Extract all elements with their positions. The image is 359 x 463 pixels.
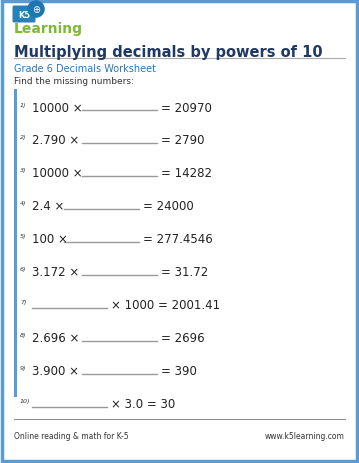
Text: 2.790 ×: 2.790 × [32, 134, 79, 147]
Text: Find the missing numbers:: Find the missing numbers: [14, 77, 134, 86]
Text: 5): 5) [20, 234, 27, 239]
Circle shape [28, 2, 44, 18]
Text: 10000 ×: 10000 × [32, 167, 83, 180]
Text: 7): 7) [20, 300, 27, 305]
Text: 10000 ×: 10000 × [32, 101, 83, 114]
Text: × 1000 = 2001.41: × 1000 = 2001.41 [111, 299, 220, 312]
Text: × 3.0 = 30: × 3.0 = 30 [111, 398, 175, 411]
Text: = 14282: = 14282 [161, 167, 212, 180]
Text: 3.900 ×: 3.900 × [32, 365, 79, 378]
Text: K5: K5 [18, 11, 30, 20]
Text: = 2790: = 2790 [161, 134, 205, 147]
Text: = 24000: = 24000 [143, 200, 194, 213]
Text: 2.4 ×: 2.4 × [32, 200, 64, 213]
Text: 2): 2) [20, 135, 27, 140]
Text: Online reading & math for K-5: Online reading & math for K-5 [14, 432, 129, 441]
Text: ⊕: ⊕ [32, 5, 40, 15]
Text: 8): 8) [20, 333, 27, 338]
Text: 3): 3) [20, 168, 27, 173]
Text: Multiplying decimals by powers of 10: Multiplying decimals by powers of 10 [14, 44, 323, 59]
Text: = 20970: = 20970 [161, 101, 212, 114]
Text: Learning: Learning [14, 22, 83, 36]
Text: 9): 9) [20, 366, 27, 371]
Text: 4): 4) [20, 201, 27, 206]
Text: 3.172 ×: 3.172 × [32, 266, 79, 279]
Bar [14, 90, 17, 397]
Text: 100 ×: 100 × [32, 233, 68, 246]
Text: Grade 6 Decimals Worksheet: Grade 6 Decimals Worksheet [14, 64, 156, 74]
Text: = 31.72: = 31.72 [161, 266, 208, 279]
Text: 1): 1) [20, 102, 27, 107]
Text: = 2696: = 2696 [161, 332, 205, 345]
Text: = 390: = 390 [161, 365, 197, 378]
Text: 6): 6) [20, 267, 27, 272]
FancyBboxPatch shape [13, 6, 36, 24]
Text: 10): 10) [20, 399, 31, 404]
Text: = 277.4546: = 277.4546 [143, 233, 213, 246]
Text: 2.696 ×: 2.696 × [32, 332, 79, 345]
Text: www.k5learning.com: www.k5learning.com [265, 432, 345, 441]
